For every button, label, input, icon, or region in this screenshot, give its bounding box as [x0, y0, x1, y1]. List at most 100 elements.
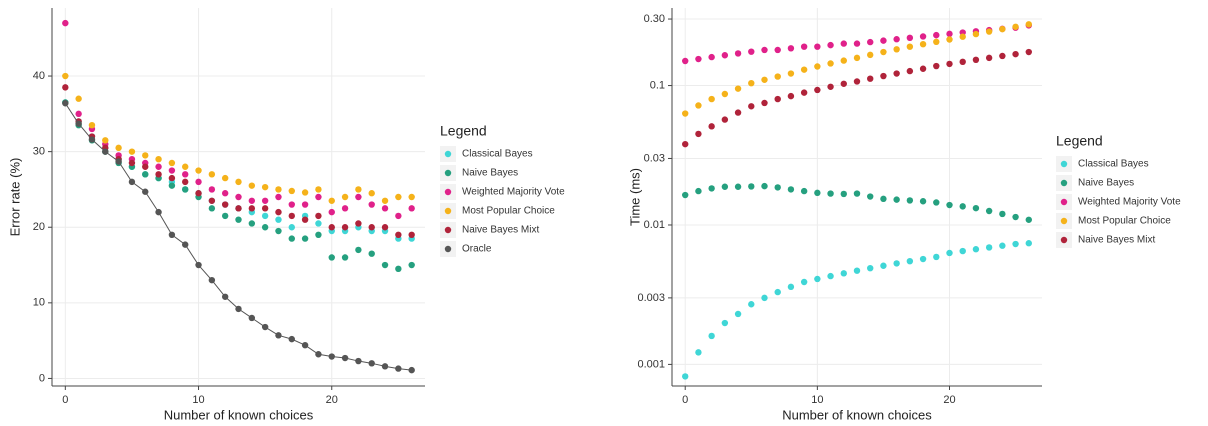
- data-point: [195, 261, 202, 269]
- data-point: [182, 171, 189, 178]
- data-point: [275, 216, 282, 223]
- data-point: [62, 19, 69, 27]
- data-point: [761, 294, 768, 302]
- data-point: [288, 212, 295, 220]
- data-point: [221, 212, 229, 220]
- data-point: [999, 242, 1006, 249]
- data-point: [142, 152, 149, 159]
- data-point: [62, 72, 69, 80]
- data-point: [721, 52, 729, 59]
- data-point: [985, 28, 993, 35]
- data-point: [787, 45, 795, 52]
- data-point: [933, 31, 940, 39]
- data-point: [919, 33, 927, 40]
- data-point: [946, 36, 953, 43]
- data-point: [261, 183, 269, 191]
- data-point: [328, 353, 335, 360]
- data-point: [208, 197, 216, 204]
- data-point: [999, 52, 1006, 60]
- data-point: [261, 197, 269, 204]
- data-point: [328, 224, 335, 231]
- data-point: [235, 216, 242, 223]
- y-tick-label: 0.30: [644, 13, 665, 25]
- data-point: [800, 66, 808, 73]
- data-point: [734, 183, 742, 190]
- y-axis-title: Time (ms): [627, 168, 642, 226]
- data-point: [288, 201, 295, 208]
- data-point: [933, 199, 940, 206]
- data-point: [221, 293, 229, 300]
- data-point: [368, 190, 375, 197]
- legend-swatch: [444, 150, 452, 158]
- data-point: [275, 332, 282, 339]
- data-point: [341, 205, 349, 212]
- data-point: [328, 197, 335, 204]
- data-point: [827, 272, 834, 280]
- data-point: [972, 56, 980, 64]
- data-point: [761, 76, 768, 83]
- data-point: [774, 288, 781, 296]
- data-point: [814, 275, 821, 283]
- data-point: [381, 224, 389, 231]
- data-point: [315, 186, 322, 193]
- data-point: [906, 43, 914, 50]
- data-point: [168, 167, 176, 174]
- data-point: [880, 262, 887, 269]
- data-point: [1012, 213, 1019, 221]
- data-point: [75, 95, 82, 102]
- data-point: [774, 95, 781, 103]
- data-point: [182, 163, 189, 170]
- y-tick-label: 0.01: [644, 219, 665, 231]
- data-point: [853, 40, 861, 47]
- data-point: [301, 235, 309, 242]
- data-point: [721, 183, 729, 190]
- data-point: [708, 123, 715, 130]
- data-point: [195, 190, 202, 197]
- data-point: [235, 305, 242, 313]
- data-point: [708, 53, 715, 61]
- data-point: [906, 34, 914, 42]
- data-point: [721, 90, 729, 98]
- data-point: [341, 354, 349, 362]
- data-point: [182, 186, 189, 193]
- data-point: [708, 95, 715, 103]
- legend-label: Oracle: [462, 244, 492, 255]
- data-point: [102, 137, 109, 144]
- data-point: [261, 205, 269, 212]
- data-point: [867, 51, 874, 59]
- legend-swatch: [444, 169, 452, 177]
- data-point: [88, 121, 96, 129]
- data-point: [62, 84, 69, 91]
- data-point: [275, 186, 282, 193]
- data-point: [985, 244, 993, 251]
- legend-label: Classical Bayes: [462, 149, 533, 160]
- data-point: [853, 267, 861, 274]
- data-point: [893, 196, 900, 203]
- data-point: [288, 187, 295, 195]
- data-point: [235, 178, 242, 186]
- legend-label: Naive Bayes Mixt: [462, 225, 539, 236]
- data-point: [168, 159, 176, 167]
- data-point: [155, 163, 162, 170]
- y-tick-label: 0.003: [637, 292, 665, 304]
- y-tick-label: 0.001: [637, 358, 665, 370]
- legend-swatch: [444, 226, 452, 234]
- data-point: [880, 37, 887, 44]
- data-point: [734, 310, 742, 318]
- data-point: [195, 167, 202, 174]
- data-point: [985, 54, 993, 62]
- data-point: [182, 178, 189, 186]
- data-point: [248, 182, 256, 189]
- data-point: [408, 261, 415, 269]
- data-point: [867, 264, 874, 272]
- data-point: [301, 201, 309, 208]
- data-point: [155, 208, 162, 216]
- data-point: [695, 55, 702, 63]
- data-point: [75, 120, 82, 127]
- data-point: [208, 171, 216, 178]
- data-point: [235, 193, 242, 201]
- data-point: [682, 373, 689, 380]
- data-point: [128, 178, 136, 186]
- data-point: [827, 83, 834, 90]
- data-point: [919, 255, 927, 263]
